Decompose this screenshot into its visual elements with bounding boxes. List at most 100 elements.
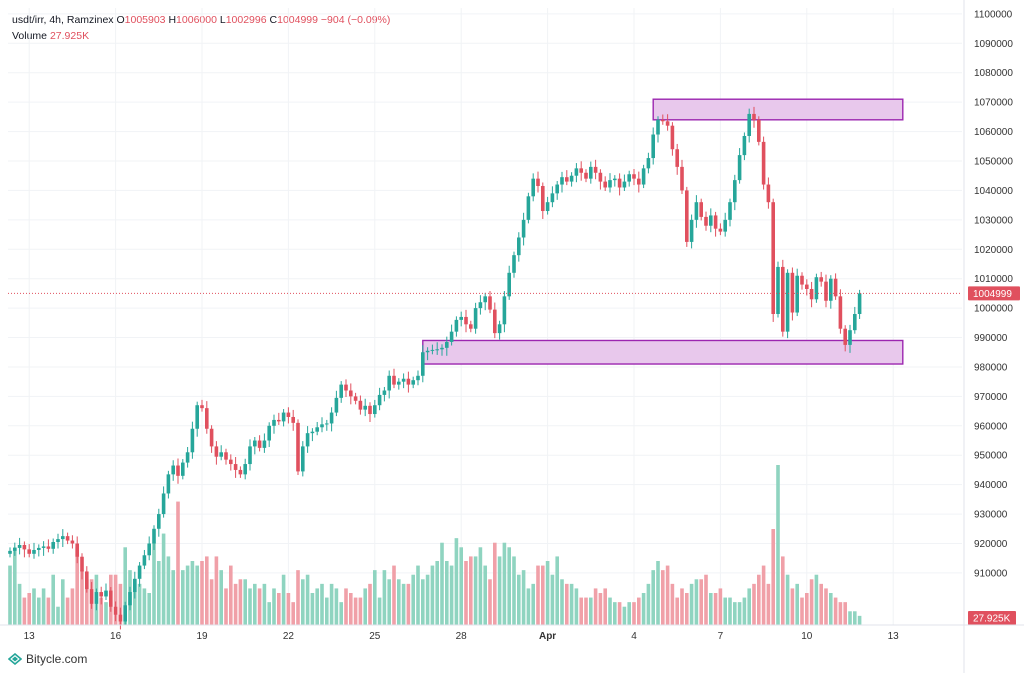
volume-bar (661, 570, 665, 625)
y-tick-label: 920000 (974, 539, 1008, 550)
candle-body (565, 177, 569, 182)
volume-bar (286, 593, 291, 625)
volume-bar (70, 588, 75, 625)
volume-bar (224, 588, 228, 625)
close-label: C (269, 14, 278, 26)
volume-bars (8, 465, 862, 625)
candle-body (838, 296, 843, 329)
volume-bar (833, 597, 838, 625)
volume-value: 27.925K (49, 30, 90, 42)
candle-body (325, 423, 329, 425)
volume-bar (853, 611, 857, 625)
zone-1 (652, 98, 904, 121)
volume-bar (728, 597, 732, 625)
volume-bar (622, 606, 627, 625)
volume-bar (137, 583, 142, 625)
volume-bar (829, 593, 833, 625)
candle-body (349, 390, 353, 397)
volume-bar (790, 588, 795, 625)
volume-bar (257, 588, 262, 625)
volume-bar (382, 570, 387, 625)
volume-bar (757, 574, 761, 625)
volume-bar (209, 579, 214, 625)
candle-body (795, 275, 799, 313)
candle-body (281, 412, 286, 422)
y-axis[interactable]: 910000 920000 930000 940000 950000 960000 9700… (963, 0, 1020, 673)
candle-body (214, 446, 219, 457)
candle-body (387, 375, 391, 391)
y-tick-label: 1100000 (974, 9, 1013, 20)
volume-bar (733, 602, 737, 625)
candle-body (22, 544, 27, 550)
y-tick-label: 930000 (974, 510, 1008, 521)
volume-bar (305, 574, 310, 625)
candle-body (555, 184, 559, 194)
candle-body (776, 266, 780, 314)
candle-body (593, 166, 598, 173)
volume-bar (459, 547, 463, 625)
y-tick-label: 990000 (974, 333, 1008, 344)
candle-body (339, 384, 343, 398)
candle-body (435, 349, 439, 351)
x-tick-label: 10 (801, 631, 813, 642)
y-tick-label: 950000 (974, 451, 1008, 462)
volume-bar (320, 583, 324, 625)
candle-body (526, 196, 531, 220)
volume-bar (771, 529, 775, 625)
candle-body (51, 542, 55, 549)
candle-body (219, 452, 223, 457)
volume-bar (469, 556, 473, 625)
volume-bar (737, 602, 742, 625)
volume-bar (104, 602, 108, 625)
candle-body (358, 400, 363, 410)
candle-body (286, 412, 291, 417)
candle-body (598, 172, 603, 182)
x-axis[interactable]: 13 16 19 22 25 28 Apr 4 7 10 13 (0, 624, 1024, 642)
y-tick-label: 1090000 (974, 39, 1013, 50)
candle-body (709, 215, 713, 226)
candle-body (833, 278, 838, 297)
volume-bar (80, 570, 84, 625)
candle-body (521, 219, 526, 238)
volume-bar (27, 593, 31, 625)
volume-bar (401, 583, 406, 625)
candle-body (32, 549, 36, 554)
volume-bar (579, 597, 583, 625)
volume-bar (301, 579, 305, 625)
volume-bar (795, 583, 799, 625)
candle-body (334, 397, 339, 413)
volume-bar (262, 583, 267, 625)
volume-bar (569, 583, 574, 625)
volume-bar (344, 588, 348, 625)
candle-body (176, 465, 180, 476)
volume-bar (166, 556, 171, 625)
candle-body (464, 316, 468, 325)
volume-bar (665, 565, 670, 625)
candle-body (531, 178, 535, 197)
volume-bar (272, 588, 276, 625)
volume-bar (766, 583, 771, 625)
candle-body (800, 275, 804, 285)
volume-bar (445, 561, 449, 625)
candle-body (109, 590, 113, 607)
candle-body (622, 181, 627, 188)
volume-bar (584, 597, 588, 625)
candle-body (737, 155, 742, 181)
volume-bar (363, 588, 367, 625)
candle-body (248, 446, 252, 465)
volume-bar (598, 593, 603, 625)
candle-body (512, 255, 516, 273)
volume-bar (497, 556, 502, 625)
volume-bar (435, 561, 439, 625)
volume-bar (723, 597, 727, 625)
volume-bar (411, 574, 415, 625)
candle-body (541, 186, 545, 212)
x-tick-label: 13 (888, 631, 900, 642)
volume-bar (229, 565, 233, 625)
candle-body (704, 216, 708, 226)
candle-body (238, 469, 243, 475)
candle-body (27, 549, 31, 554)
candle-body (166, 474, 171, 494)
candle-body (296, 422, 300, 472)
